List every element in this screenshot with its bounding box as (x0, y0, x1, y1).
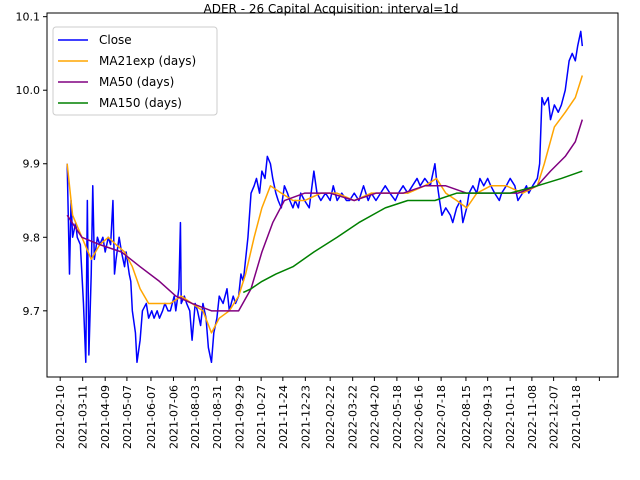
legend-label-close: Close (99, 33, 132, 47)
x-tick-label: 2022-12-07 (548, 385, 561, 449)
x-tick-label: 2022-05-18 (391, 385, 404, 449)
x-tick-label: 2021-09-29 (233, 385, 246, 449)
y-tick-label: 9.9 (23, 158, 41, 171)
legend-frame (52, 26, 218, 116)
x-tick-label: 2021-02-10 (54, 385, 67, 449)
x-tick-label: 2021-01-18 (570, 385, 583, 449)
x-tick-label: 2021-03-11 (77, 385, 90, 449)
x-tick-label: 2021-10-27 (255, 385, 268, 449)
legend-label-ma21exp-days: MA21exp (days) (99, 54, 196, 68)
x-tick-label: 2022-06-16 (413, 385, 426, 449)
x-tick-label: 2022-02-22 (324, 385, 337, 449)
x-tick-label: 2022-07-18 (435, 385, 448, 449)
x-tick-label: 2022-04-20 (368, 385, 381, 449)
x-tick-label: 2021-06-07 (145, 385, 158, 449)
series-line-ma21exp-days (66, 75, 584, 334)
series-line-close (66, 30, 584, 364)
x-tick-label: 2022-11-08 (526, 385, 539, 449)
legend-label-ma150-days: MA150 (days) (99, 96, 182, 110)
y-tick-label: 9.7 (23, 305, 41, 318)
x-tick-label: 2021-04-09 (99, 385, 112, 449)
series-line-ma50-days (66, 119, 584, 312)
x-tick-label: 2022-03-22 (347, 385, 360, 449)
x-tick-label: 2021-08-31 (211, 385, 224, 449)
legend-label-ma50-days: MA50 (days) (99, 75, 174, 89)
x-tick-label: 2021-12-23 (299, 385, 312, 449)
x-tick-label: 2021-11-24 (277, 385, 290, 449)
y-tick-label: 10.1 (16, 11, 41, 24)
x-tick-label: 2022-09-13 (482, 385, 495, 449)
series-layer (66, 30, 584, 364)
x-tick-label: 2022-10-11 (504, 385, 517, 449)
x-tick-label: 2022-08-15 (460, 385, 473, 449)
legend: Close MA21exp (days) MA50 (days) MA150 (day… (52, 26, 218, 116)
chart-title: ADER - 26 Capital Acquisition: interval=… (204, 2, 459, 16)
x-tick-label: 2021-08-03 (189, 385, 202, 449)
x-tick-label: 2021-07-06 (167, 385, 180, 449)
y-tick-label: 9.8 (23, 231, 41, 244)
y-tick-label: 10.0 (16, 84, 41, 97)
tick-layer: 9.7 9.8 9.9 10.0 10.1 2021-02-10 2021-03-11 202… (16, 11, 600, 449)
plot-frame (46, 12, 619, 378)
series-line-ma150-days (242, 170, 583, 294)
x-tick-label: 2021-05-07 (121, 385, 134, 449)
